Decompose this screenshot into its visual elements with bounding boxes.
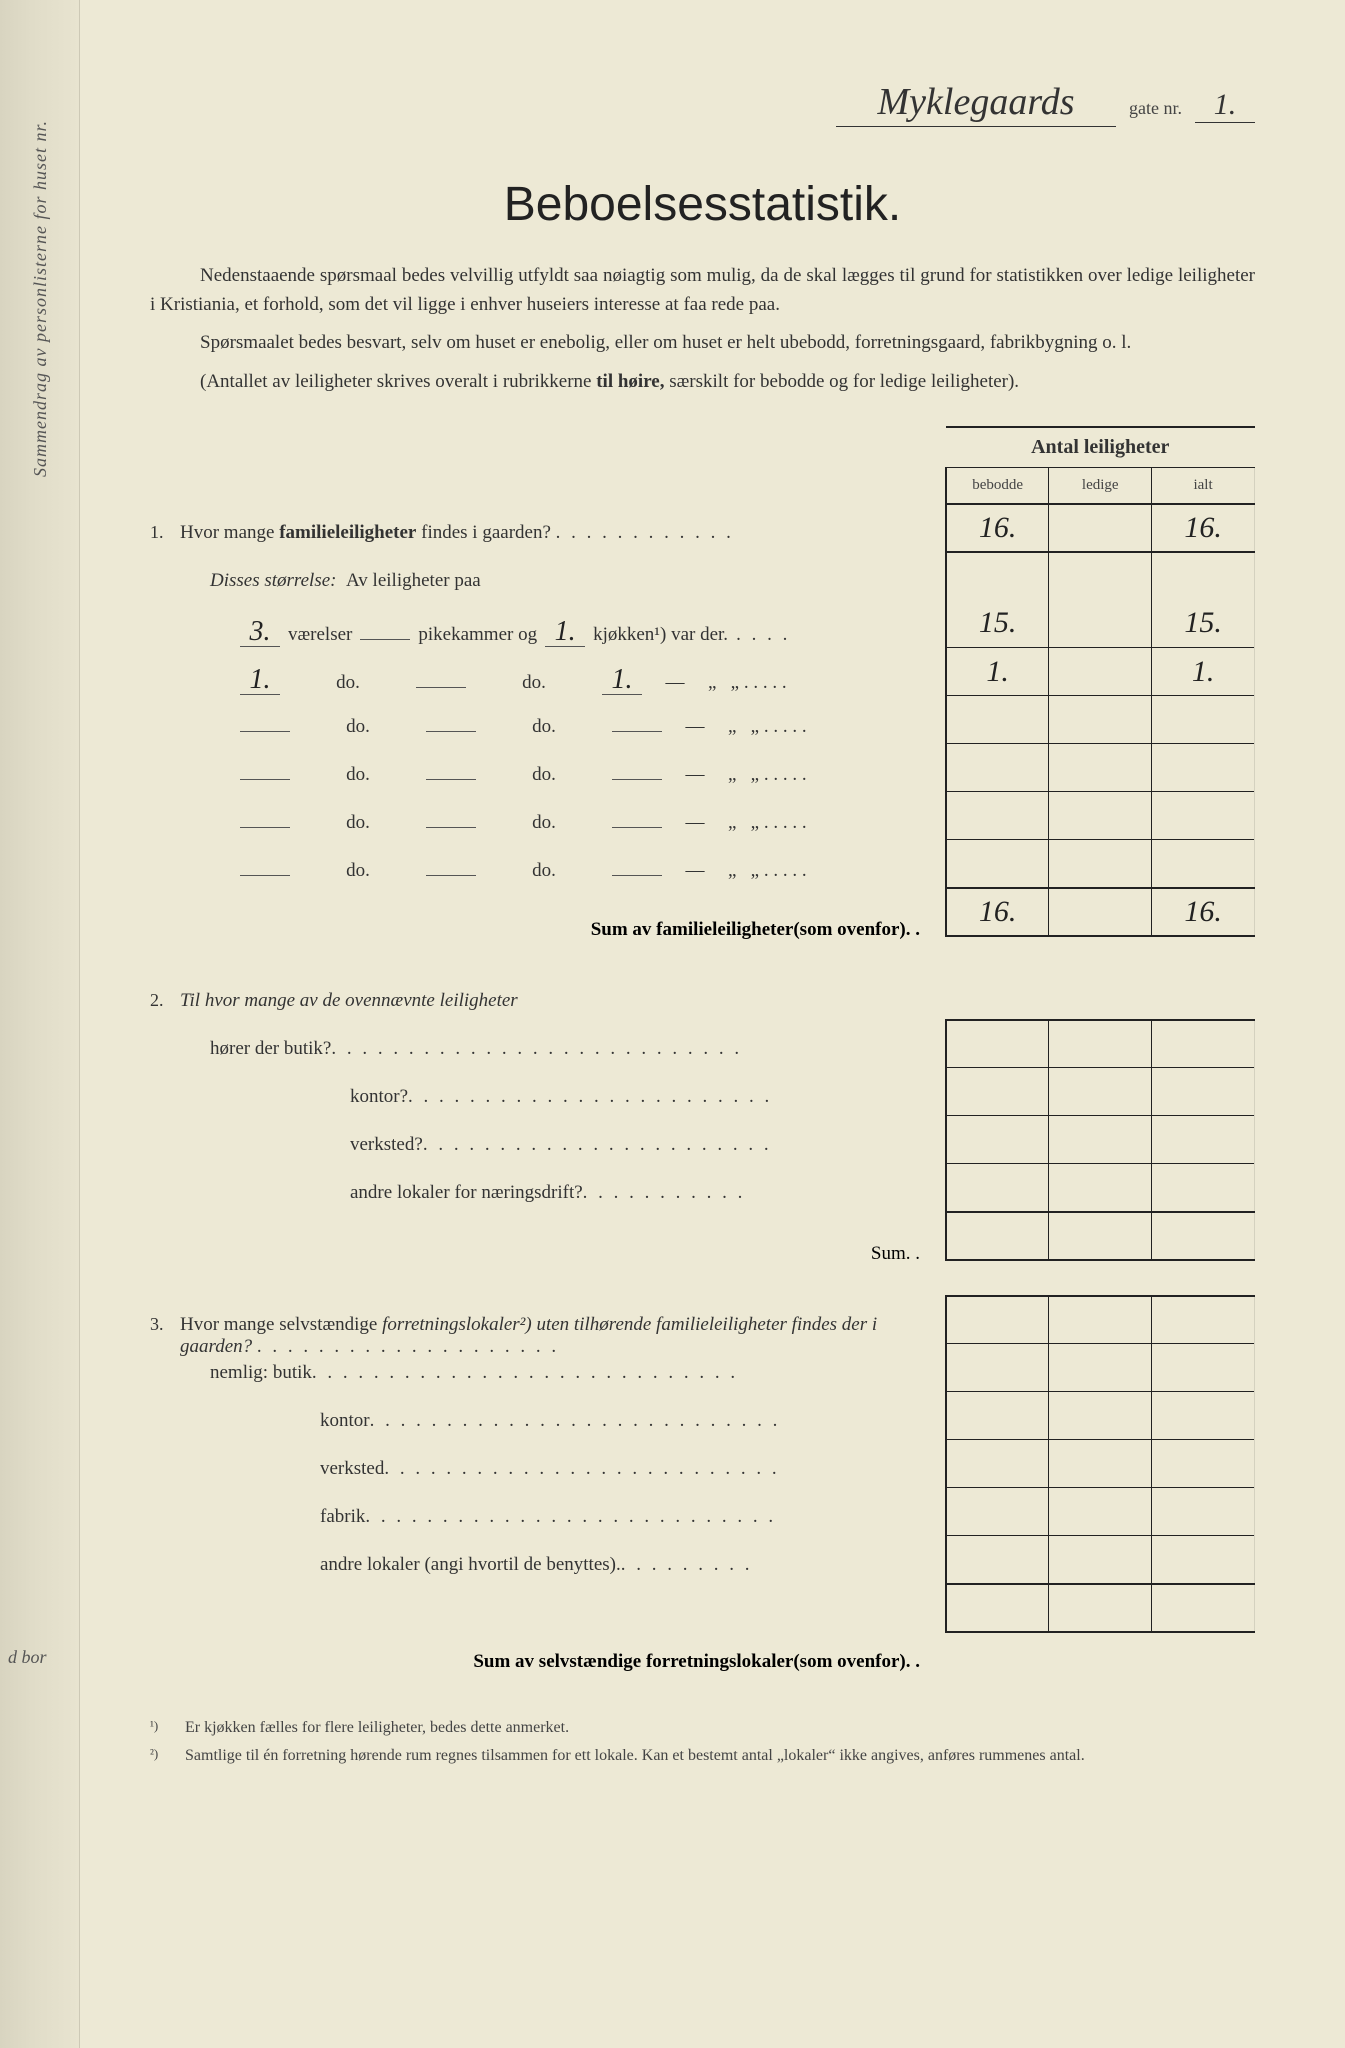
question-2: 2. Til hvor mange av de ovennævnte leili… xyxy=(150,990,935,1038)
q1-size-row-4: do. do. — „ „ . . . . . xyxy=(150,762,935,810)
q1-r1-bebodde: 15. xyxy=(946,600,1049,648)
q2-andre: andre lokaler for næringsdrift? . . . . … xyxy=(150,1182,935,1230)
col-ialt: ialt xyxy=(1152,468,1255,504)
q2-verksted: verksted? . . . . . . . . . . . . . . . … xyxy=(150,1134,935,1182)
q1-total-ialt: 16. xyxy=(1152,504,1255,552)
spine-text-bottom: d bor xyxy=(8,1647,47,1668)
q2-sum-row: Sum. . xyxy=(150,1230,935,1278)
page-wrapper: Sammendrag av personlisterne for huset n… xyxy=(0,0,1345,2048)
q1-sum-bebodde: 16. xyxy=(946,888,1049,936)
q1-sum-ialt: 16. xyxy=(1152,888,1255,936)
q1-sum-row: Sum av familieleiligheter (som ovenfor).… xyxy=(150,906,935,954)
q1-size-row-6: do. do. — „ „ . . . . . xyxy=(150,858,935,906)
q3-sum-row: Sum av selvstændige forretningslokaler (… xyxy=(150,1638,935,1686)
q3-fabrik: fabrik . . . . . . . . . . . . . . . . .… xyxy=(150,1506,935,1554)
q2-kontor: kontor? . . . . . . . . . . . . . . . . … xyxy=(150,1086,935,1134)
q1-r2-kjok: 1. xyxy=(602,666,642,695)
page-title: Beboelsesstatistik. xyxy=(150,177,1255,232)
intro-paragraph-1: Nedenstaaende spørsmaal bedes velvillig … xyxy=(150,262,1255,319)
question-3: 3. Hvor mange selvstændige forretningslo… xyxy=(150,1314,935,1362)
questions-column: 1. Hvor mange familieleiligheter findes … xyxy=(150,426,945,1686)
footnotes: ¹) Er kjøkken fælles for flere leilighet… xyxy=(150,1716,1255,1768)
q1-size-row-5: do. do. — „ „ . . . . . xyxy=(150,810,935,858)
q1-total-ledige xyxy=(1049,504,1152,552)
q1-sub-label: Disses størrelse: Av leiligheter paa xyxy=(150,570,935,618)
gate-label: gate nr. xyxy=(1129,98,1182,118)
intro-paragraph-3: (Antallet av leiligheter skrives overalt… xyxy=(150,368,1255,397)
q1-r2-bebodde: 1. xyxy=(946,648,1049,696)
footnote-1: ¹) Er kjøkken fælles for flere leilighet… xyxy=(150,1716,1255,1740)
spine-text-vertical: Sammendrag av personlisterne for huset n… xyxy=(30,120,51,477)
q1-size-row-3: do. do. — „ „ . . . . . xyxy=(150,714,935,762)
q3-verksted: verksted . . . . . . . . . . . . . . . .… xyxy=(150,1458,935,1506)
q1-number: 1. xyxy=(150,522,180,543)
q3-number: 3. xyxy=(150,1314,180,1335)
main-content: 1. Hvor mange familieleiligheter findes … xyxy=(150,426,1255,1686)
q1-r1-pike xyxy=(360,622,410,640)
stats-table-column: Antal leiligheter bebodde ledige ialt 16… xyxy=(945,426,1255,1686)
q1-r1-kjok: 1. xyxy=(545,618,585,647)
intro-3a: (Antallet av leiligheter skrives overalt… xyxy=(200,371,596,392)
q1-r1-ialt: 15. xyxy=(1152,600,1255,648)
table-header-main: Antal leiligheter xyxy=(946,427,1255,468)
q1-size-row-1: 3. værelser pikekammer og 1. kjøkken¹) v… xyxy=(150,618,935,666)
q3-kontor: kontor . . . . . . . . . . . . . . . . .… xyxy=(150,1410,935,1458)
q1-r2-ialt: 1. xyxy=(1152,648,1255,696)
book-spine: Sammendrag av personlisterne for huset n… xyxy=(0,0,80,2048)
q3-nemlig: nemlig: butik . . . . . . . . . . . . . … xyxy=(150,1362,935,1410)
stats-table: Antal leiligheter bebodde ledige ialt 16… xyxy=(945,426,1255,1633)
intro-3b: til høire, xyxy=(596,371,664,392)
q2-number: 2. xyxy=(150,990,180,1011)
q2-butik: hører der butik? . . . . . . . . . . . .… xyxy=(150,1038,935,1086)
col-bebodde: bebodde xyxy=(946,468,1049,504)
document-page: Myklegaards gate nr. 1. Beboelsesstatist… xyxy=(80,0,1345,2048)
address-header: Myklegaards gate nr. 1. xyxy=(150,80,1255,127)
intro-paragraph-2: Spørsmaalet bedes besvart, selv om huset… xyxy=(150,329,1255,358)
q1-size-row-2: 1. do. do. 1. — „ „ . . . . . xyxy=(150,666,935,714)
street-name-field: Myklegaards xyxy=(836,80,1116,127)
q1-r2-vaer: 1. xyxy=(240,666,280,695)
gate-number-field: 1. xyxy=(1195,88,1255,123)
q1-text: Hvor mange familieleiligheter findes i g… xyxy=(180,522,935,544)
col-ledige: ledige xyxy=(1049,468,1152,504)
intro-3c: særskilt for bebodde og for ledige leili… xyxy=(664,371,1019,392)
question-1: 1. Hvor mange familieleiligheter findes … xyxy=(150,522,935,570)
q1-r1-vaer: 3. xyxy=(240,618,280,647)
footnote-2: ²) Samtlige til én forretning hørende ru… xyxy=(150,1744,1255,1768)
q1-total-bebodde: 16. xyxy=(946,504,1049,552)
q3-andre: andre lokaler (angi hvortil de benyttes)… xyxy=(150,1554,935,1602)
